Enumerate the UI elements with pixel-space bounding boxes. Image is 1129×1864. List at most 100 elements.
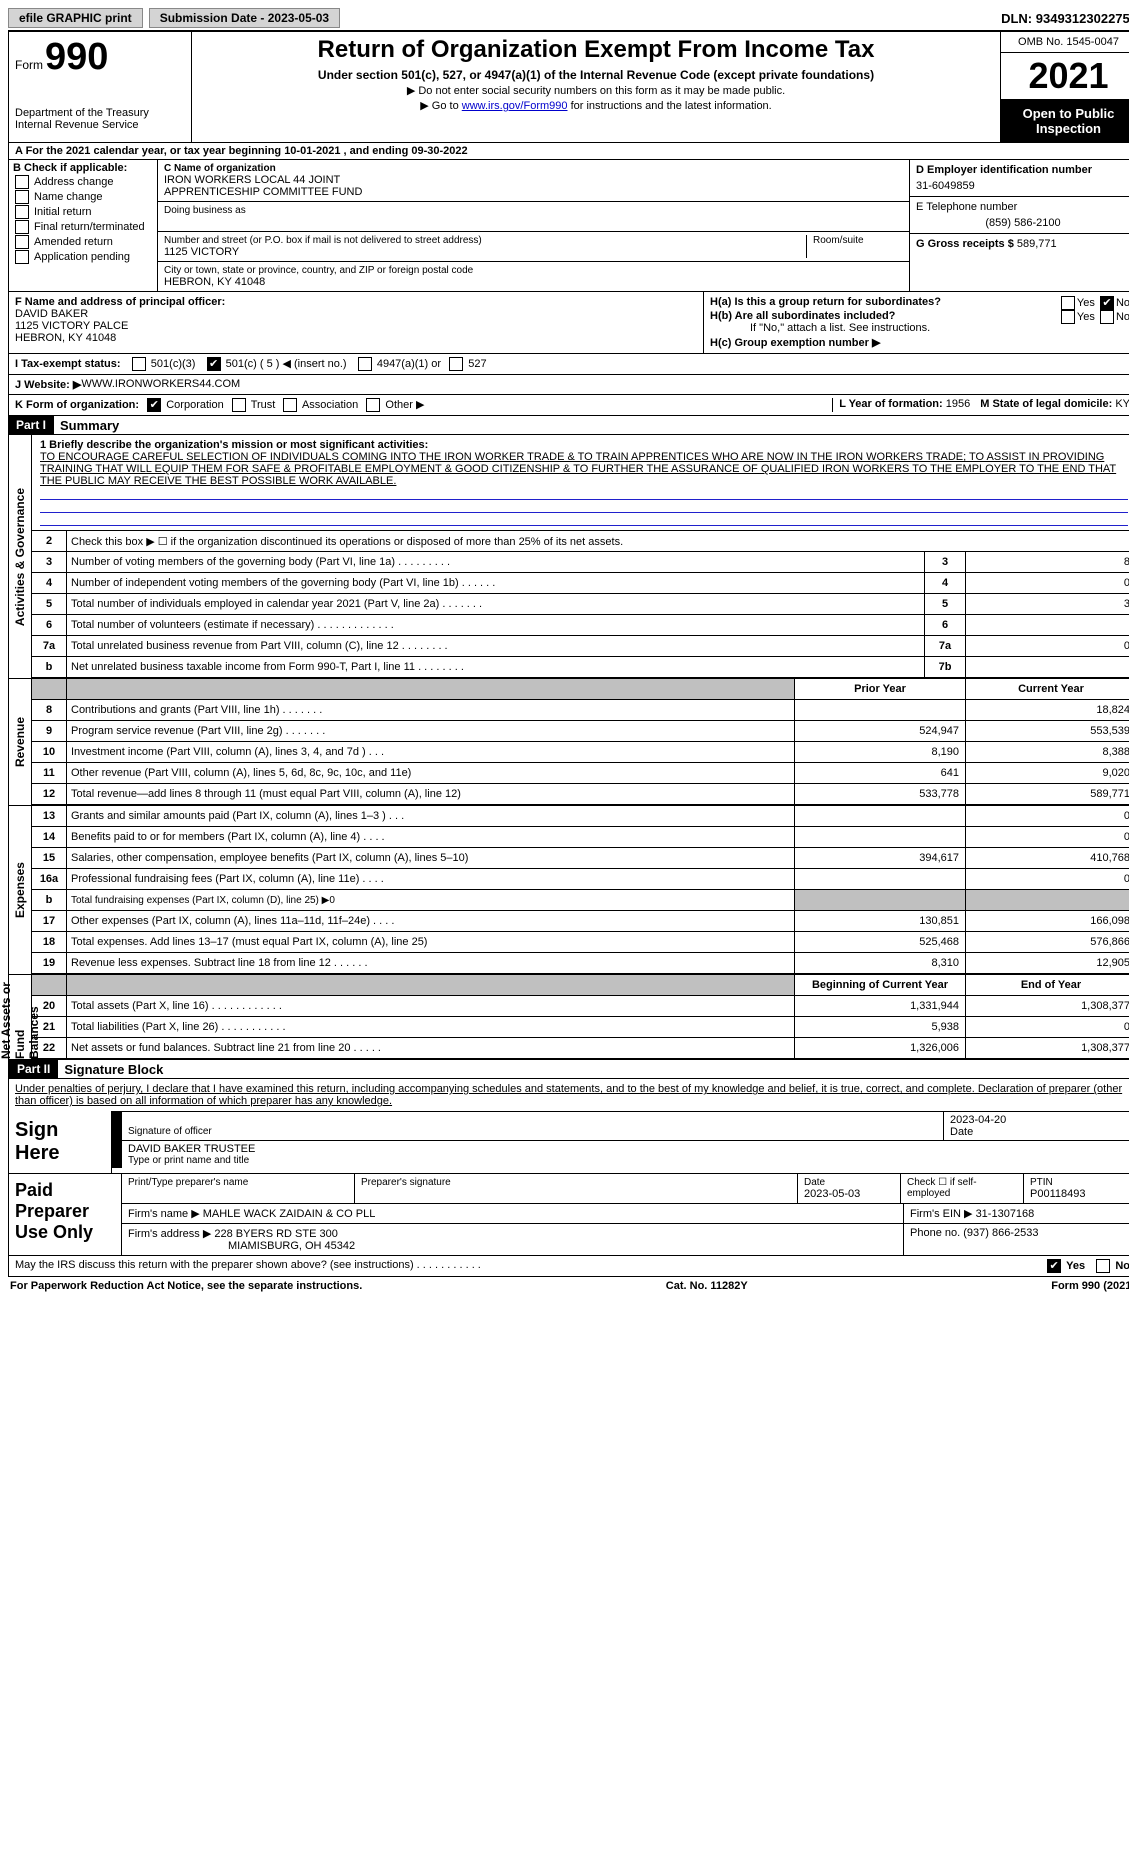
tax-period: A For the 2021 calendar year, or tax yea… [8,143,1129,160]
mission-label: 1 Briefly describe the organization's mi… [40,439,1128,451]
hb-label: H(b) Are all subordinates included? [710,310,895,322]
submission-date-button[interactable]: Submission Date - 2023-05-03 [149,8,340,28]
officer-name: DAVID BAKER [15,308,697,320]
form990-link[interactable]: www.irs.gov/Form990 [462,100,568,112]
form-subtitle: Under section 501(c), 527, or 4947(a)(1)… [198,68,994,82]
line10-current: 8,388 [966,742,1129,763]
part-1-badge: Part I [8,416,54,434]
city-label: City or town, state or province, country… [164,265,903,276]
other-checkbox[interactable] [366,398,380,412]
name-change-checkbox[interactable] [15,190,29,204]
website-value: WWW.IRONWORKERS44.COM [81,378,240,391]
year-formation: 1956 [946,398,970,410]
ha-label: H(a) Is this a group return for subordin… [710,296,941,308]
discuss-no-checkbox[interactable] [1096,1259,1110,1273]
501c-checkbox[interactable]: ✔ [207,357,221,371]
line3-value: 8 [966,552,1129,573]
header-mid: Return of Organization Exempt From Incom… [192,32,1000,142]
addr-change-checkbox[interactable] [15,175,29,189]
state-domicile: KY [1115,398,1129,410]
line4-value: 0 [966,573,1129,594]
firm-addr1: 228 BYERS RD STE 300 [214,1228,338,1240]
col-c-name-addr: C Name of organization IRON WORKERS LOCA… [158,160,910,291]
website-label: J Website: ▶ [15,378,81,391]
gross-value: 589,771 [1017,238,1057,250]
application-pending-checkbox[interactable] [15,250,29,264]
corp-checkbox[interactable]: ✔ [147,398,161,412]
501c3-checkbox[interactable] [132,357,146,371]
line8-current: 18,824 [966,700,1129,721]
f-h-block: F Name and address of principal officer:… [8,292,1129,354]
firm-addr2: MIAMISBURG, OH 45342 [228,1240,355,1252]
ha-yes-checkbox[interactable] [1061,296,1075,310]
firm-ein: 31-1307168 [976,1208,1035,1220]
final-return-checkbox[interactable] [15,220,29,234]
officer-addr1: 1125 VICTORY PALCE [15,320,697,332]
phone-value: (859) 586-2100 [916,217,1129,229]
hb-no-checkbox[interactable] [1100,310,1114,324]
col-b-title: B Check if applicable: [13,162,153,174]
discuss-yes-checkbox[interactable]: ✔ [1047,1259,1061,1273]
header-right: OMB No. 1545-0047 2021 Open to Public In… [1000,32,1129,142]
dept-label: Department of the Treasury [15,107,185,119]
discuss-text: May the IRS discuss this return with the… [15,1259,481,1273]
net-rot-label: Net Assets or Fund Balances [0,975,41,1059]
ein-label: D Employer identification number [916,164,1129,176]
ptin-value: P00118493 [1030,1188,1129,1200]
expenses-section: Expenses 13Grants and similar amounts pa… [8,806,1129,975]
efile-button[interactable]: efile GRAPHIC print [8,8,143,28]
org-name-2: APPRENTICESHIP COMMITTEE FUND [164,186,903,198]
identification-block: B Check if applicable: Address change Na… [8,160,1129,292]
revenue-section: Revenue Prior YearCurrent Year 8Contribu… [8,679,1129,806]
paid-preparer-label: Paid Preparer Use Only [9,1174,122,1255]
net-assets-table: Beginning of Current YearEnd of Year 20T… [32,975,1129,1059]
top-bar: efile GRAPHIC print Submission Date - 20… [8,8,1129,32]
amended-return-checkbox[interactable] [15,235,29,249]
signature-field[interactable]: Signature of officer [122,1112,944,1140]
officer-label: F Name and address of principal officer: [15,296,697,308]
group-return-block: H(a) Is this a group return for subordin… [704,292,1129,353]
submission-date-value: 2023-05-03 [268,11,329,25]
form-title: Return of Organization Exempt From Incom… [198,36,994,64]
form-header: Form 990 Department of the Treasury Inte… [8,32,1129,143]
part-2-title: Signature Block [64,1062,163,1077]
trust-checkbox[interactable] [232,398,246,412]
form-of-org-row: K Form of organization: ✔ Corporation Tr… [8,395,1129,416]
omb-number: OMB No. 1545-0047 [1001,32,1129,53]
perjury-statement: Under penalties of perjury, I declare th… [9,1079,1129,1111]
line7b-value [966,657,1129,678]
ha-no-checkbox[interactable]: ✔ [1100,296,1114,310]
dba-label: Doing business as [164,205,903,216]
form-org-label: K Form of organization: [15,399,139,411]
website-row: J Website: ▶ WWW.IRONWORKERS44.COM [8,375,1129,395]
page-footer: For Paperwork Reduction Act Notice, see … [8,1277,1129,1295]
assoc-checkbox[interactable] [283,398,297,412]
expenses-table: 13Grants and similar amounts paid (Part … [32,806,1129,974]
gross-label: G Gross receipts $ [916,238,1017,250]
tax-exempt-row: I Tax-exempt status: 501(c)(3) ✔ 501(c) … [8,354,1129,375]
paperwork-notice: For Paperwork Reduction Act Notice, see … [10,1280,362,1292]
part-2-header: Part II Signature Block [8,1060,1129,1079]
form-word: Form [15,58,43,72]
signature-block: Under penalties of perjury, I declare th… [8,1079,1129,1174]
line12-current: 589,771 [966,784,1129,805]
4947-checkbox[interactable] [358,357,372,371]
hb-yes-checkbox[interactable] [1061,310,1075,324]
street-value: 1125 VICTORY [164,246,800,258]
line9-current: 553,539 [966,721,1129,742]
street-label: Number and street (or P.O. box if mail i… [164,235,800,246]
line7a-value: 0 [966,636,1129,657]
ein-value: 31-6049859 [916,180,1129,192]
part-1-title: Summary [60,418,119,433]
dln: DLN: 93493123022753 [1001,11,1129,26]
city-value: HEBRON, KY 41048 [164,276,903,288]
mission-box: 1 Briefly describe the organization's mi… [32,435,1129,531]
line6-value [966,615,1129,636]
irs-label: Internal Revenue Service [15,119,185,131]
527-checkbox[interactable] [449,357,463,371]
revenue-rot-label: Revenue [13,717,27,767]
activities-rot-label: Activities & Governance [13,488,27,626]
principal-officer: F Name and address of principal officer:… [9,292,704,353]
initial-return-checkbox[interactable] [15,205,29,219]
org-name-label: C Name of organization [164,163,903,174]
